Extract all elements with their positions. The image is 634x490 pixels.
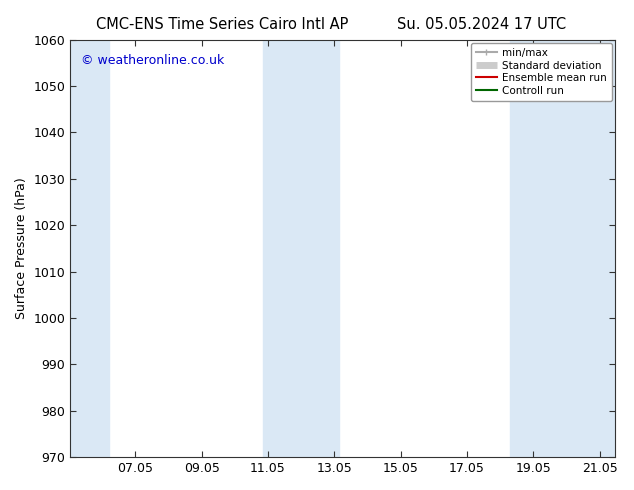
- Text: Su. 05.05.2024 17 UTC: Su. 05.05.2024 17 UTC: [398, 17, 566, 32]
- Bar: [263, 40, 339, 457]
- Text: CMC-ENS Time Series Cairo Intl AP: CMC-ENS Time Series Cairo Intl AP: [96, 17, 348, 32]
- Y-axis label: Surface Pressure (hPa): Surface Pressure (hPa): [15, 177, 28, 319]
- Legend: min/max, Standard deviation, Ensemble mean run, Controll run: min/max, Standard deviation, Ensemble me…: [470, 43, 612, 101]
- Text: © weatheronline.co.uk: © weatheronline.co.uk: [81, 54, 224, 67]
- Bar: [510, 40, 615, 457]
- Bar: [70, 40, 109, 457]
